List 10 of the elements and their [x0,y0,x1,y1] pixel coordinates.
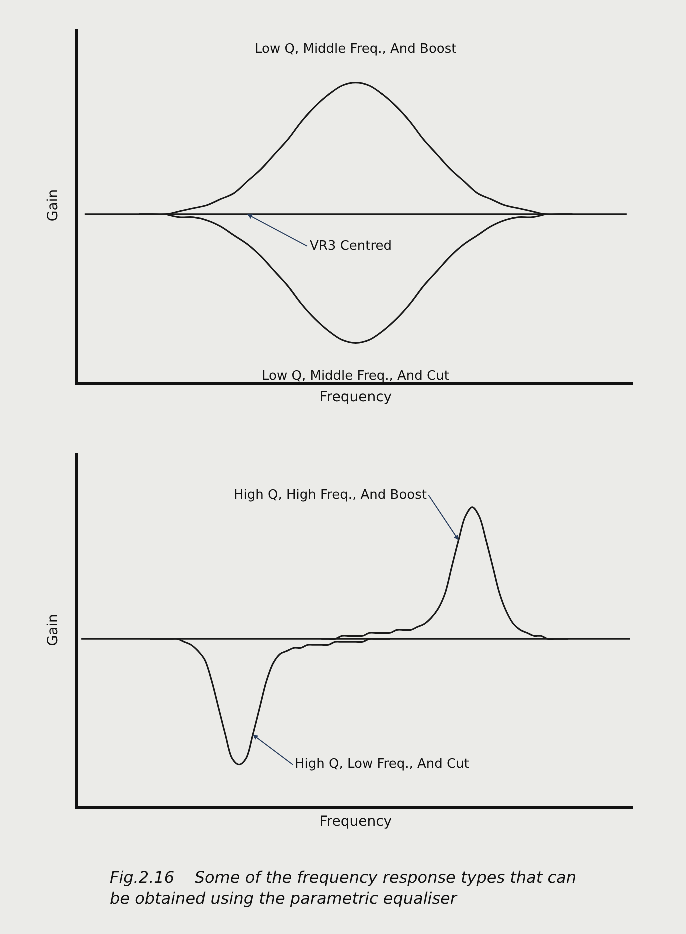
series-label: VR3 Centred [310,239,392,254]
text: High Q, Low Freq., And Cut [295,757,470,772]
caption: Fig.2.16 Some of the frequency response types that can be obtained using the parametric equaliser [110,868,576,908]
text: Low Q, Middle Freq., And Boost [255,42,457,57]
x-axis-title: Frequency [320,389,392,406]
y-axis-title: Gain [46,189,62,222]
text: Low Q, Middle Freq., And Cut [262,369,450,384]
x-axis-title: Frequency [320,814,392,830]
text: High Q, High Freq., And Boost [234,488,427,503]
y-axis-title: Gain [46,614,62,646]
